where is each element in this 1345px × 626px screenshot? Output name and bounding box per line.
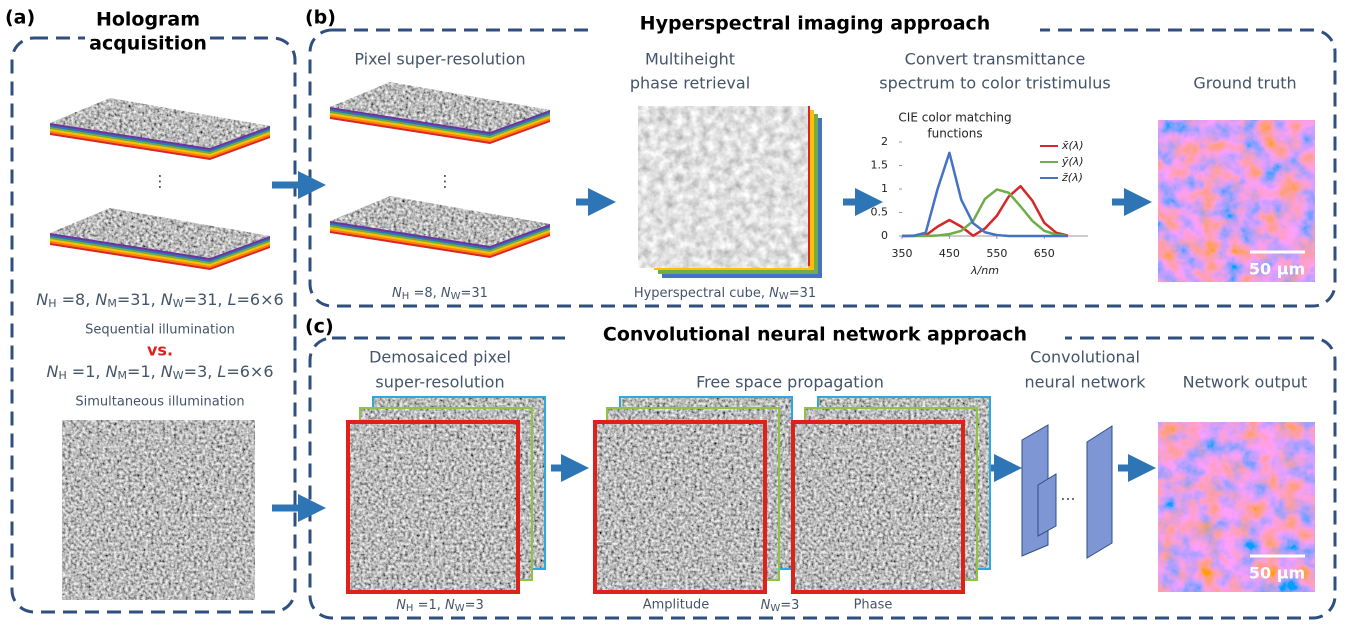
- params: NH =8, NW=31: [392, 286, 488, 303]
- chart-title: functions: [927, 127, 982, 141]
- params: NH =8, NM=31, NW=31, L=6×6: [36, 290, 283, 311]
- y-tick-label: 1: [881, 182, 888, 195]
- figure: (a) Hologram acquisition ⋮ NH =8, NM=31,…: [0, 0, 1345, 626]
- ellipsis: ⋮: [437, 172, 453, 191]
- step-title: Network output: [1183, 373, 1308, 392]
- step-title: Pixel super-resolution: [354, 50, 525, 69]
- panel-title: acquisition: [89, 33, 207, 55]
- step-title: spectrum to color tristimulus: [879, 74, 1110, 93]
- hologram-stacks: [50, 82, 550, 270]
- panel-title: Convolutional neural network approach: [603, 324, 1027, 346]
- legend-label: ȳ(λ): [1061, 155, 1084, 168]
- x-tick-label: 650: [1034, 247, 1055, 260]
- step-title: phase retrieval: [630, 74, 750, 93]
- series-line: [902, 153, 1068, 236]
- panel-title: Hyperspectral imaging approach: [640, 13, 991, 35]
- illumination-label: Sequential illumination: [85, 323, 235, 338]
- nn-dots: ···: [1060, 490, 1075, 509]
- step-title: neural network: [1024, 373, 1146, 392]
- params: NH =1, NM=1, NW=3, L=6×6: [46, 362, 273, 383]
- stack-image: [348, 422, 518, 592]
- step-title: Multiheight: [645, 50, 735, 69]
- x-axis-label: λ/nm: [970, 264, 999, 277]
- params: NW=3: [761, 598, 800, 615]
- caption: Hyperspectral cube, NW=31: [634, 286, 816, 303]
- y-tick-label: 2: [881, 135, 888, 148]
- panel-label: (c): [305, 316, 334, 338]
- y-tick-label: 1.5: [871, 159, 889, 172]
- chart-title: CIE color matching: [898, 111, 1011, 125]
- illumination-label: Simultaneous illumination: [75, 395, 244, 410]
- y-tick-label: 0.5: [871, 206, 889, 219]
- ellipsis: ⋮: [152, 172, 168, 191]
- step-title: Convolutional: [1030, 348, 1140, 367]
- step-title: Convert transmittance: [905, 50, 1086, 69]
- caption: Phase: [854, 598, 893, 613]
- caption: Amplitude: [643, 598, 710, 613]
- vs: vs.: [147, 341, 173, 360]
- panel-label: (a): [5, 7, 35, 29]
- x-tick-label: 350: [892, 247, 913, 260]
- y-tick-label: 0: [881, 229, 888, 242]
- step-title: Free space propagation: [696, 373, 884, 392]
- step-title: Ground truth: [1193, 74, 1296, 93]
- stack-image: [793, 422, 963, 592]
- params: NH =1, NW=3: [396, 598, 484, 615]
- legend-label: x̄(λ): [1061, 139, 1084, 152]
- legend-label: z̄(λ): [1061, 171, 1083, 184]
- panel-label: (b): [305, 7, 336, 29]
- scale-bar-label: 50 µm: [1249, 260, 1305, 279]
- panel-title: Hologram: [96, 9, 200, 31]
- scale-bar-label: 50 µm: [1249, 564, 1305, 583]
- x-tick-label: 550: [986, 247, 1007, 260]
- x-tick-label: 450: [939, 247, 960, 260]
- step-title: super-resolution: [375, 373, 504, 392]
- cie-chart: 350 450 550 650 0 0.5 1 1.5 2 x̄(λ) ȳ(λ) z̄(λ): [871, 135, 1089, 260]
- step-title: Demosaiced pixel: [369, 348, 511, 367]
- stack-image: [595, 422, 765, 592]
